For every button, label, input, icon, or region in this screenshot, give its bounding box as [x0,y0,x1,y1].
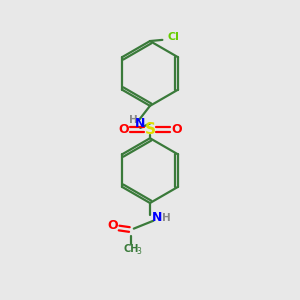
Text: H: H [162,213,171,223]
Text: O: O [107,219,118,232]
Text: S: S [145,122,155,137]
Text: Cl: Cl [168,32,179,42]
Text: O: O [171,123,182,136]
Text: H: H [129,115,138,125]
Text: CH: CH [123,244,139,254]
Text: N: N [152,211,163,224]
Text: N: N [135,117,146,130]
Text: O: O [118,123,129,136]
Text: 3: 3 [137,247,142,256]
